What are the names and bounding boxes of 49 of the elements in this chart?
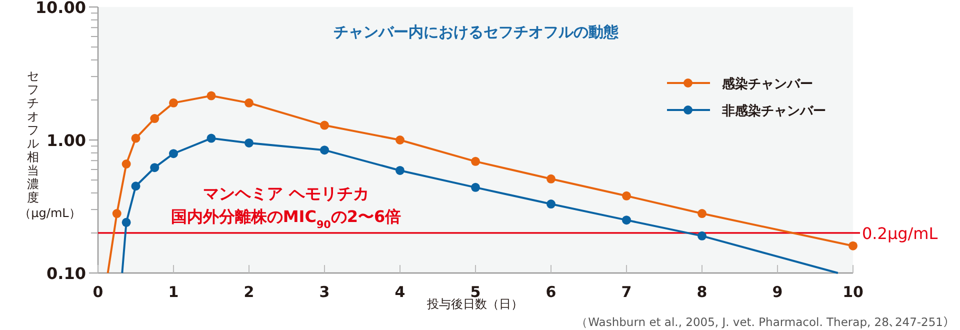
annotation: 国内外分離株のMIC$_{90}$の2〜6倍 [170,207,402,231]
x-tick-label: 9 [772,283,783,301]
point [698,231,706,240]
point [471,182,480,192]
point [206,134,216,143]
point [244,98,254,108]
x-tick-label: 3 [319,283,330,301]
point [546,174,556,184]
point [131,134,140,143]
x-tick-label: 4 [394,283,406,301]
x-axis-title: 投与後日数（日） [426,297,523,311]
point [150,114,160,124]
x-tick-label: 0 [92,283,104,301]
legend-label: 非感染チャンバー [721,103,826,119]
point [150,163,160,172]
text: チャンバー内におけるセフチオフルの動態 [334,23,620,41]
point [122,160,131,168]
point [848,241,858,250]
x-tick-label: 10 [842,283,864,301]
point [169,98,178,108]
y-tick-label: 1.00 [46,131,86,150]
point [546,200,556,209]
point [320,146,329,155]
y-tick-label: 10.00 [35,0,86,17]
ref-line-label: 0.2μg/mL [862,224,938,243]
text: （Washburn et al., 2005, J. vet. Pharmacol. Therap, 28､247-251） [576,315,955,329]
y-tick-label: 0.10 [46,264,86,283]
x-tick-label: 7 [621,283,632,301]
point [396,166,404,175]
point [622,191,631,200]
point [206,91,216,100]
point [112,209,122,218]
point [471,156,480,166]
point [320,120,329,130]
point [169,149,178,158]
x-tick-label: 1 [168,283,179,301]
x-tick-label: 8 [696,283,708,301]
point [396,136,404,144]
point [244,138,254,148]
x-tick-label: 6 [546,283,556,301]
legend-label: 感染チャンバー [721,76,813,92]
ylabel: セフチオフル相当濃度 [27,69,39,204]
text: （μg/mL） [19,206,81,220]
point [122,218,131,227]
point [131,182,140,191]
point [622,216,631,225]
point [698,209,706,218]
annotation: マンヘミア ヘモリチカ [203,184,369,203]
x-tick-label: 2 [244,283,254,301]
